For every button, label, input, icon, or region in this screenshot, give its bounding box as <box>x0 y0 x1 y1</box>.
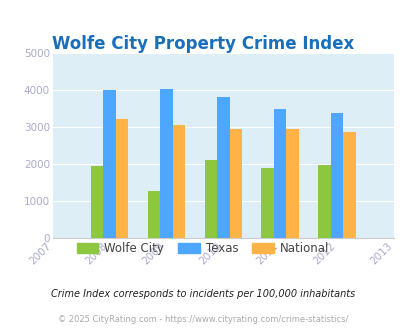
Bar <box>103 90 115 238</box>
Bar <box>204 160 217 238</box>
Bar <box>342 132 355 238</box>
Bar <box>261 168 273 238</box>
Legend: Wolfe City, Texas, National: Wolfe City, Texas, National <box>72 237 333 260</box>
Bar <box>229 129 241 238</box>
Bar <box>217 97 229 238</box>
Bar <box>160 89 172 238</box>
Bar <box>91 166 103 238</box>
Bar <box>286 129 298 238</box>
Text: Wolfe City Property Crime Index: Wolfe City Property Crime Index <box>52 35 353 53</box>
Bar <box>330 113 342 238</box>
Bar <box>147 191 160 238</box>
Bar <box>172 125 185 238</box>
Bar <box>318 165 330 238</box>
Text: © 2025 CityRating.com - https://www.cityrating.com/crime-statistics/: © 2025 CityRating.com - https://www.city… <box>58 315 347 324</box>
Text: Crime Index corresponds to incidents per 100,000 inhabitants: Crime Index corresponds to incidents per… <box>51 289 354 299</box>
Bar <box>273 109 286 238</box>
Bar <box>115 119 128 238</box>
